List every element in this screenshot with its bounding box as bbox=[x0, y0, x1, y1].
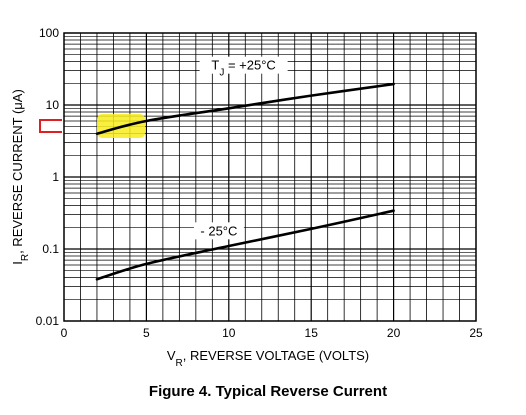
y-tick-label: 0.01 bbox=[36, 314, 60, 328]
y-tick-label: 100 bbox=[39, 26, 59, 40]
series-label-plus-25c: TJ = +25°C bbox=[211, 58, 275, 79]
x-tick-label: 15 bbox=[305, 326, 319, 340]
plot-frame bbox=[63, 32, 477, 322]
x-tick-label: 5 bbox=[143, 326, 150, 340]
series-label-minus-25c: - 25°C bbox=[200, 223, 237, 238]
grid-lines bbox=[64, 33, 476, 321]
figure-caption: Figure 4. Typical Reverse Current bbox=[149, 383, 387, 400]
x-tick-label: 20 bbox=[387, 326, 401, 340]
series-label-background bbox=[193, 222, 244, 240]
series-line-minus-25c bbox=[95, 209, 395, 281]
x-tick-label: 0 bbox=[61, 326, 68, 340]
x-axis-label: VR, REVERSE VOLTAGE (VOLTS) bbox=[167, 348, 369, 369]
y-tick-label: 1 bbox=[52, 170, 59, 184]
y-tick-label: 0.1 bbox=[42, 242, 59, 256]
series-label-background bbox=[199, 56, 288, 74]
y-tick-label: 10 bbox=[46, 98, 60, 112]
x-tick-label: 25 bbox=[469, 326, 483, 340]
y-axis-label: IR, REVERSE CURRENT (μA) bbox=[10, 89, 31, 265]
red-bracket-marker bbox=[39, 119, 62, 133]
series-line-plus-25c bbox=[95, 82, 395, 135]
x-tick-label: 10 bbox=[222, 326, 236, 340]
